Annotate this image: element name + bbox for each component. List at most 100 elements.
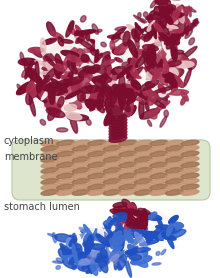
Ellipse shape [139,44,145,66]
Ellipse shape [112,81,122,90]
Ellipse shape [119,151,137,157]
Ellipse shape [113,209,127,215]
Ellipse shape [133,93,141,101]
Ellipse shape [166,57,177,68]
Ellipse shape [149,64,167,77]
Ellipse shape [168,230,186,239]
Ellipse shape [119,173,137,179]
Ellipse shape [152,84,172,94]
Ellipse shape [103,60,115,65]
Ellipse shape [105,243,126,249]
Ellipse shape [184,69,191,86]
Ellipse shape [162,47,167,56]
Ellipse shape [136,48,147,67]
Ellipse shape [77,51,82,68]
Ellipse shape [69,238,77,246]
Ellipse shape [108,232,113,246]
Ellipse shape [58,37,64,46]
Ellipse shape [90,250,105,264]
Ellipse shape [72,184,90,190]
Ellipse shape [129,248,150,253]
Ellipse shape [71,69,84,74]
Ellipse shape [56,265,60,269]
Ellipse shape [165,190,183,195]
Ellipse shape [95,75,135,115]
Ellipse shape [171,17,177,36]
FancyBboxPatch shape [12,140,210,200]
Ellipse shape [144,232,158,235]
Ellipse shape [120,214,129,223]
Ellipse shape [57,157,75,162]
Ellipse shape [103,228,108,248]
Ellipse shape [96,84,103,92]
Ellipse shape [51,107,59,117]
Ellipse shape [72,235,85,247]
Ellipse shape [123,65,136,79]
Ellipse shape [101,243,111,263]
Ellipse shape [170,225,181,234]
Ellipse shape [108,87,114,96]
Ellipse shape [78,235,84,255]
Ellipse shape [159,25,167,41]
Ellipse shape [112,203,144,227]
Ellipse shape [74,66,94,74]
Ellipse shape [30,89,50,97]
Ellipse shape [113,216,127,222]
Ellipse shape [166,61,181,67]
Ellipse shape [92,80,104,91]
Ellipse shape [78,264,94,271]
Ellipse shape [51,32,64,39]
Ellipse shape [84,45,92,53]
Ellipse shape [110,87,119,105]
Ellipse shape [112,231,119,245]
Ellipse shape [75,60,79,68]
Ellipse shape [112,226,121,245]
Ellipse shape [35,61,39,79]
Ellipse shape [103,173,121,179]
Ellipse shape [72,232,139,264]
Ellipse shape [131,232,145,247]
Ellipse shape [88,54,102,60]
Ellipse shape [26,81,33,93]
Ellipse shape [172,50,184,54]
Ellipse shape [128,106,136,116]
Ellipse shape [122,234,129,247]
Ellipse shape [112,38,119,43]
Ellipse shape [32,31,112,119]
Ellipse shape [193,20,199,24]
Ellipse shape [88,179,106,184]
Ellipse shape [93,54,100,62]
Ellipse shape [151,68,163,73]
Ellipse shape [125,249,133,255]
Ellipse shape [117,84,128,95]
Ellipse shape [159,88,167,97]
Ellipse shape [146,47,160,61]
Ellipse shape [75,252,91,256]
Ellipse shape [88,157,106,162]
Ellipse shape [156,251,160,255]
Ellipse shape [90,258,98,275]
Ellipse shape [81,16,86,22]
Ellipse shape [75,234,135,262]
Ellipse shape [154,237,158,240]
Ellipse shape [158,61,169,67]
Ellipse shape [134,29,145,38]
Ellipse shape [63,249,80,255]
Ellipse shape [130,203,137,215]
Ellipse shape [76,34,87,43]
Ellipse shape [152,68,161,83]
Ellipse shape [41,162,59,168]
Ellipse shape [121,38,179,98]
Ellipse shape [143,231,150,239]
Ellipse shape [126,89,135,102]
Ellipse shape [158,0,170,4]
Ellipse shape [97,244,116,249]
Ellipse shape [123,60,138,71]
Ellipse shape [91,73,139,117]
Ellipse shape [110,209,131,217]
Ellipse shape [57,168,75,173]
Ellipse shape [72,179,90,184]
Ellipse shape [66,238,74,253]
Ellipse shape [165,146,183,151]
Ellipse shape [159,59,163,73]
